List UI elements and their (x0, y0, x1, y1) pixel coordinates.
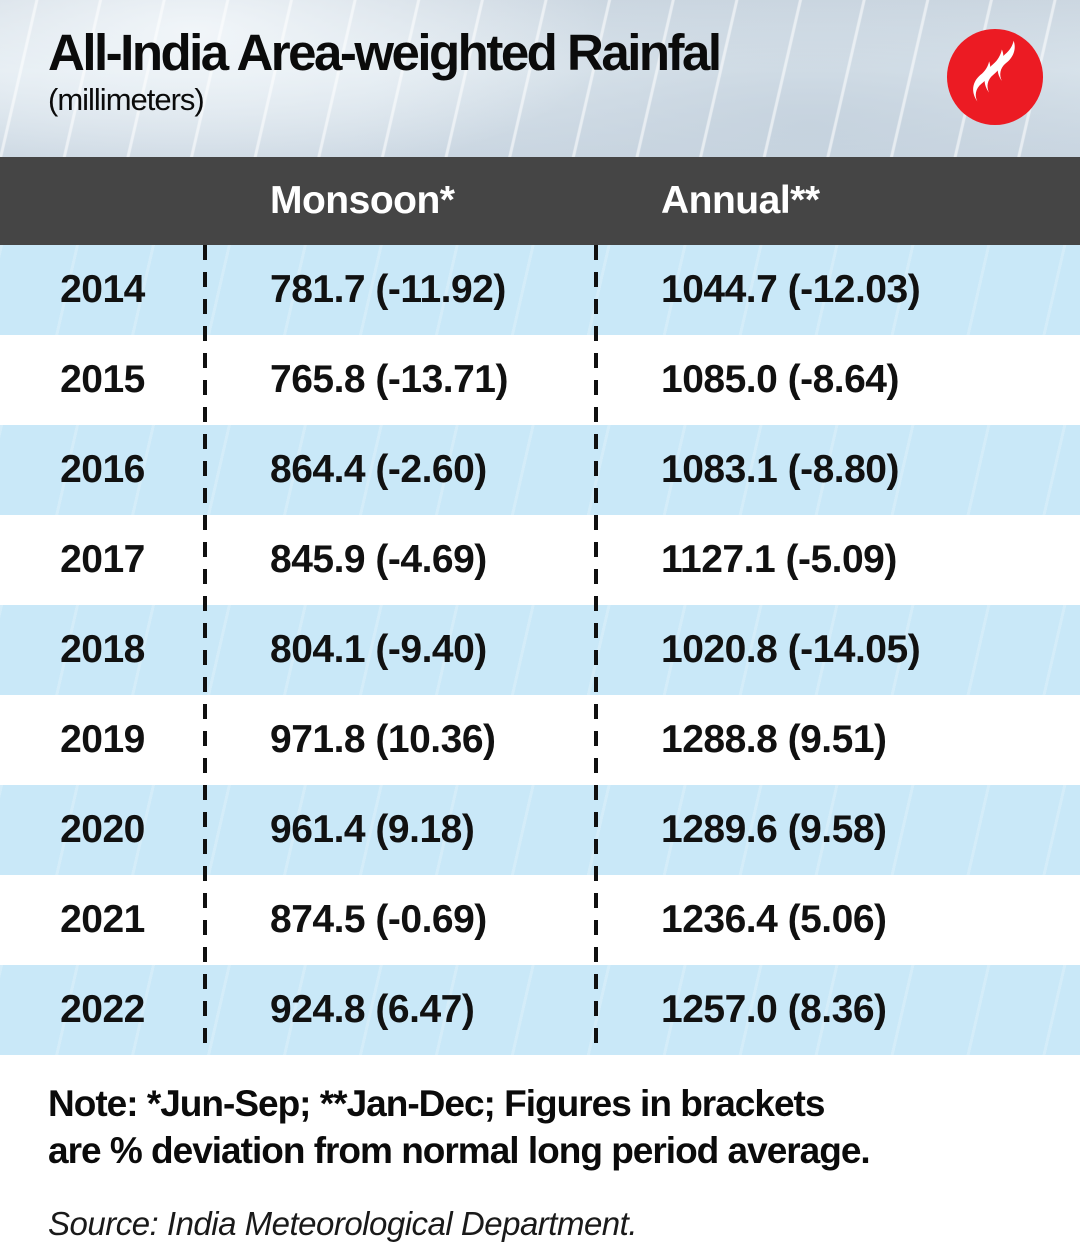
monsoon-cell: 961.4 (9.18) (270, 808, 475, 851)
source-text: Source: India Meteorological Department. (48, 1204, 638, 1242)
table-row: 2017 845.9 (-4.69) 1127.1 (-5.09) (0, 515, 1080, 605)
column-divider-right (594, 245, 598, 1055)
table-row: 2014 781.7 (-11.92) 1044.7 (-12.03) (0, 245, 1080, 335)
annual-cell: 1020.8 (-14.05) (661, 628, 921, 671)
year-cell: 2022 (60, 988, 145, 1031)
footer-area: Note: *Jun-Sep; **Jan-Dec; Figures in br… (0, 1055, 1080, 1243)
table-body: 2014 781.7 (-11.92) 1044.7 (-12.03) 2015… (0, 245, 1080, 1055)
year-cell: 2017 (60, 538, 145, 581)
annual-cell: 1083.1 (-8.80) (661, 448, 900, 491)
column-header-monsoon: Monsoon* (270, 179, 455, 222)
monsoon-cell: 804.1 (-9.40) (270, 628, 487, 671)
year-cell: 2016 (60, 448, 145, 491)
annual-cell: 1289.6 (9.58) (661, 808, 887, 851)
annual-cell: 1085.0 (-8.64) (661, 358, 900, 401)
column-divider-left (203, 245, 207, 1055)
note-text: Note: *Jun-Sep; **Jan-Dec; Figures in br… (48, 1081, 1032, 1175)
column-header-annual: Annual** (661, 179, 820, 222)
annual-cell: 1044.7 (-12.03) (661, 268, 921, 311)
year-cell: 2018 (60, 628, 145, 671)
table-row: 2020 961.4 (9.18) 1289.6 (9.58) (0, 785, 1080, 875)
page-subtitle: (millimeters) (48, 82, 205, 118)
annual-cell: 1127.1 (-5.09) (661, 538, 897, 581)
table-row: 2018 804.1 (-9.40) 1020.8 (-14.05) (0, 605, 1080, 695)
table-row: 2021 874.5 (-0.69) 1236.4 (5.06) (0, 875, 1080, 965)
monsoon-cell: 874.5 (-0.69) (270, 898, 487, 941)
monsoon-cell: 781.7 (-11.92) (270, 268, 506, 311)
note-line-2: are % deviation from normal long period … (48, 1129, 871, 1171)
title-area: All-India Area-weighted Rainfal (millime… (0, 0, 1080, 157)
table-header-row: Monsoon* Annual** (0, 157, 1080, 245)
year-cell: 2015 (60, 358, 145, 401)
monsoon-cell: 924.8 (6.47) (270, 988, 475, 1031)
monsoon-cell: 971.8 (10.36) (270, 718, 496, 761)
annual-cell: 1236.4 (5.06) (661, 898, 887, 941)
indian-express-logo-icon (946, 28, 1044, 126)
year-cell: 2020 (60, 808, 145, 851)
annual-cell: 1257.0 (8.36) (661, 988, 887, 1031)
table-row: 2015 765.8 (-13.71) 1085.0 (-8.64) (0, 335, 1080, 425)
title-block: All-India Area-weighted Rainfal (millime… (48, 24, 722, 118)
annual-cell: 1288.8 (9.51) (661, 718, 887, 761)
year-cell: 2019 (60, 718, 145, 761)
monsoon-cell: 765.8 (-13.71) (270, 358, 509, 401)
table-row: 2016 864.4 (-2.60) 1083.1 (-8.80) (0, 425, 1080, 515)
monsoon-cell: 845.9 (-4.69) (270, 538, 487, 581)
table-row: 2019 971.8 (10.36) 1288.8 (9.51) (0, 695, 1080, 785)
page-title: All-India Area-weighted Rainfal (48, 24, 722, 81)
year-cell: 2014 (60, 268, 145, 311)
note-line-1: Note: *Jun-Sep; **Jan-Dec; Figures in br… (48, 1083, 825, 1124)
monsoon-cell: 864.4 (-2.60) (270, 448, 487, 491)
table-row: 2022 924.8 (6.47) 1257.0 (8.36) (0, 965, 1080, 1055)
year-cell: 2021 (60, 898, 145, 941)
